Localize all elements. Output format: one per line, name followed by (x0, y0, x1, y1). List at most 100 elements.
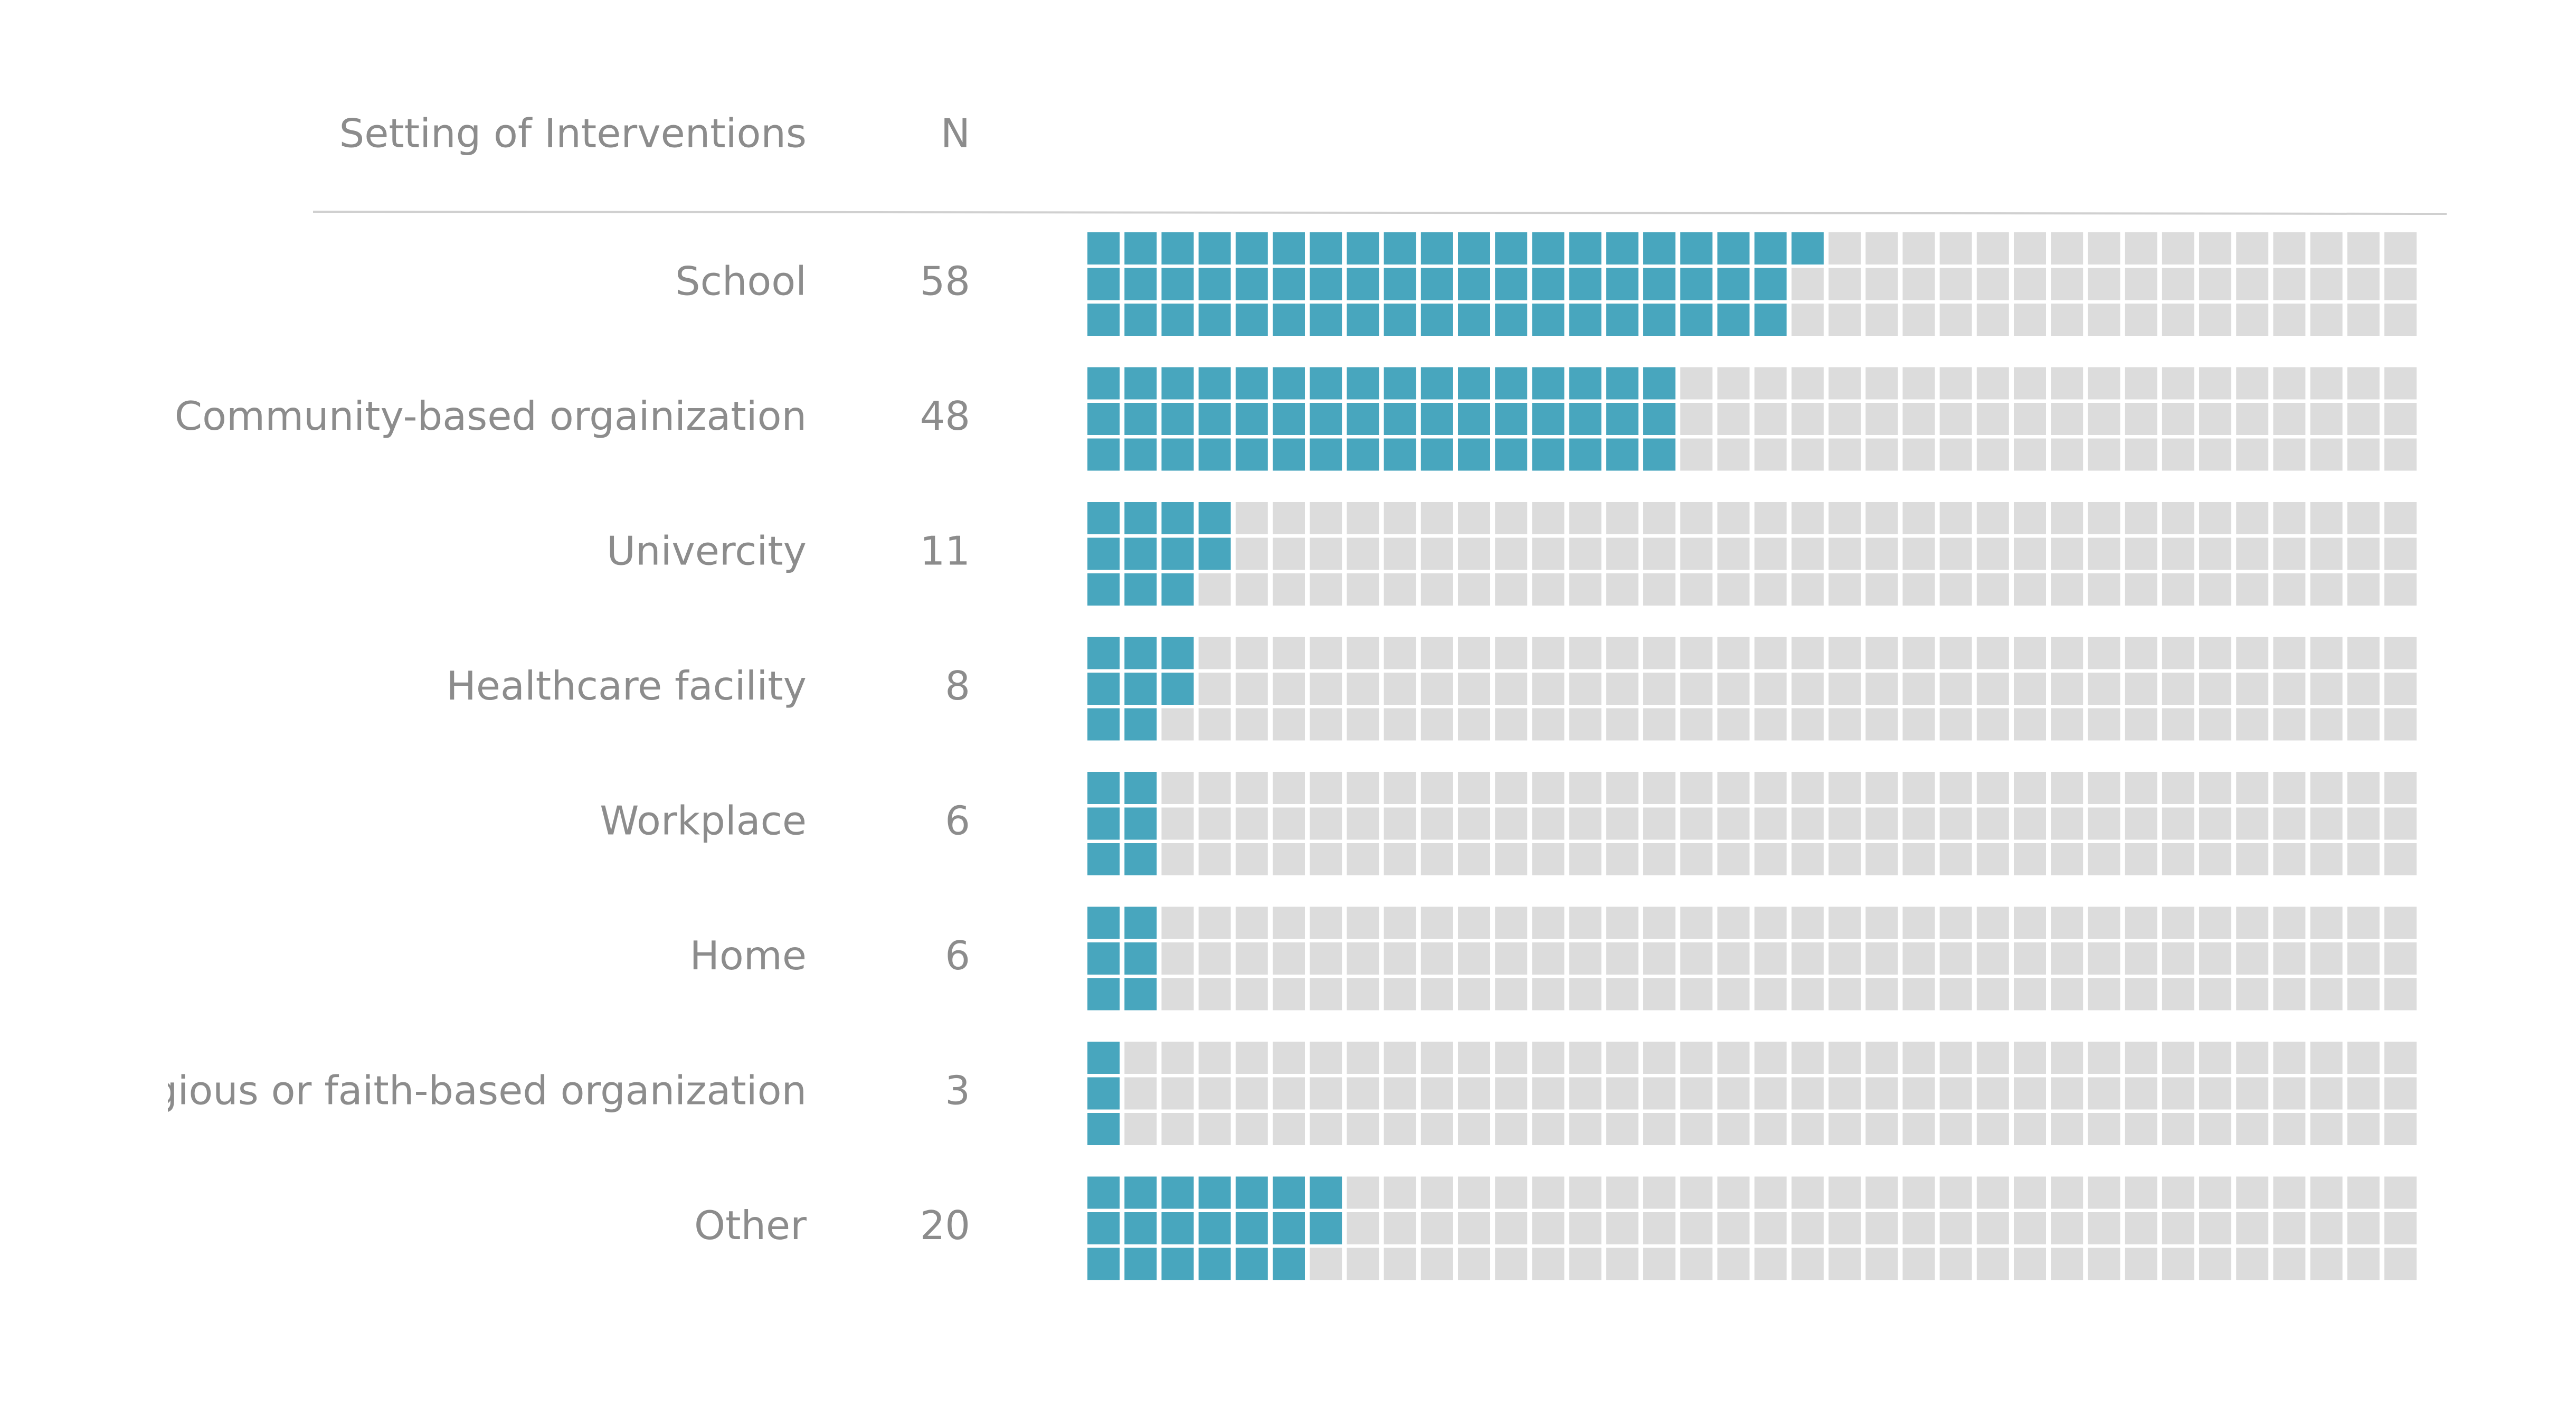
waffle-cell-filled (1124, 232, 1157, 265)
waffle-cell-empty (1569, 807, 1602, 840)
waffle-cell-filled (1569, 438, 1602, 471)
waffle-cell-filled (1643, 232, 1675, 265)
waffle-cell-empty (1198, 637, 1231, 669)
waffle-cell-empty (2088, 1113, 2120, 1145)
waffle-cell-empty (1754, 403, 1787, 435)
waffle-cell-empty (2162, 1077, 2194, 1110)
waffle-cell-empty (1829, 232, 1861, 265)
waffle-cell-empty (2051, 403, 2083, 435)
waffle-cell-empty (2384, 268, 2417, 300)
waffle-cell-empty (1976, 1248, 2009, 1280)
waffle-cell-empty (2162, 772, 2194, 804)
waffle-cell-empty (1791, 772, 1824, 804)
waffle-cell-empty (2236, 708, 2269, 741)
waffle-cell-filled (1087, 1113, 1120, 1145)
waffle-cell-filled (1087, 403, 1120, 435)
waffle-cell-empty (2014, 978, 2046, 1011)
waffle-cell-empty (1458, 843, 1490, 875)
waffle-cell-empty (1347, 537, 1379, 570)
waffle-cell-empty (1420, 942, 1453, 975)
waffle-cell-empty (2236, 438, 2269, 471)
waffle-cell-empty (2347, 1113, 2380, 1145)
waffle-cell-filled (1458, 268, 1490, 300)
waffle-cell-empty (2051, 708, 2083, 741)
waffle-cell-empty (1865, 403, 1898, 435)
waffle-cell-empty (1754, 502, 1787, 534)
waffle-cell-empty (1717, 1176, 1750, 1209)
waffle-cell-filled (1124, 304, 1157, 336)
waffle-cell-empty (1865, 637, 1898, 669)
waffle-cell-empty (1458, 807, 1490, 840)
waffle-cell-empty (1791, 843, 1824, 875)
waffle-cell-empty (1791, 708, 1824, 741)
waffle-cell-empty (2199, 1176, 2231, 1209)
waffle-cell-filled (1161, 1248, 1194, 1280)
waffle-cell-empty (1495, 807, 1528, 840)
waffle-cell-empty (1569, 1113, 1602, 1145)
waffle-cell-filled (1198, 1212, 1231, 1244)
waffle-cell-empty (1569, 1212, 1602, 1244)
waffle-cell-empty (2088, 367, 2120, 400)
waffle-cell-empty (1606, 1113, 1639, 1145)
waffle-cell-empty (2347, 906, 2380, 939)
waffle-cell-empty (2199, 1248, 2231, 1280)
waffle-cell-empty (1384, 978, 1416, 1011)
waffle-cell-filled (1680, 304, 1713, 336)
waffle-cell-empty (1717, 673, 1750, 705)
waffle-cell-empty (2236, 232, 2269, 265)
waffle-cell-empty (1198, 1077, 1231, 1110)
waffle-cell-empty (1643, 843, 1675, 875)
waffle-cell-empty (1976, 942, 2009, 975)
waffle-cell-empty (1235, 1042, 1268, 1074)
waffle-row-group (1087, 906, 2417, 1011)
waffle-cell-empty (2051, 1077, 2083, 1110)
waffle-cell-empty (1754, 807, 1787, 840)
waffle-cell-filled (1754, 304, 1787, 336)
waffle-cell-empty (2051, 1248, 2083, 1280)
waffle-cell-empty (2014, 843, 2046, 875)
waffle-cell-empty (2162, 573, 2194, 606)
count-label: 58 (920, 258, 970, 305)
waffle-cell-filled (1124, 637, 1157, 669)
waffle-cell-empty (2014, 942, 2046, 975)
waffle-cell-empty (2051, 1212, 2083, 1244)
waffle-cell-empty (2162, 637, 2194, 669)
waffle-cell-empty (1791, 502, 1824, 534)
waffle-cell-empty (1124, 1042, 1157, 1074)
waffle-cell-empty (2014, 573, 2046, 606)
waffle-cell-empty (1347, 1077, 1379, 1110)
waffle-cell-empty (1310, 708, 1342, 741)
waffle-cell-empty (1717, 367, 1750, 400)
waffle-cell-empty (1791, 304, 1824, 336)
waffle-cell-empty (1754, 978, 1787, 1011)
waffle-cell-filled (1087, 772, 1120, 804)
waffle-cell-empty (1976, 1212, 2009, 1244)
waffle-cell-empty (2051, 268, 2083, 300)
waffle-cell-empty (1643, 978, 1675, 1011)
waffle-cell-empty (2088, 537, 2120, 570)
waffle-cell-empty (1495, 1042, 1528, 1074)
waffle-cell-empty (1865, 807, 1898, 840)
waffle-cell-filled (1643, 304, 1675, 336)
waffle-cell-filled (1124, 772, 1157, 804)
waffle-cell-empty (2162, 807, 2194, 840)
waffle-cell-empty (1495, 1113, 1528, 1145)
waffle-cell-empty (1569, 1176, 1602, 1209)
waffle-cell-empty (1161, 1113, 1194, 1145)
waffle-cell-empty (1939, 1077, 1972, 1110)
waffle-cell-filled (1458, 438, 1490, 471)
waffle-cell-empty (2014, 537, 2046, 570)
waffle-cell-empty (1865, 367, 1898, 400)
count-label: 11 (920, 528, 970, 574)
waffle-cell-empty (1902, 843, 1935, 875)
waffle-cell-empty (1939, 708, 1972, 741)
waffle-cell-empty (2384, 304, 2417, 336)
waffle-cell-empty (1198, 573, 1231, 606)
waffle-cell-empty (1235, 637, 1268, 669)
header-divider (312, 211, 2447, 215)
category-label: Healthcare facility (446, 663, 807, 709)
waffle-cell-empty (1384, 1077, 1416, 1110)
waffle-cell-empty (2273, 978, 2306, 1011)
waffle-cell-empty (2273, 1077, 2306, 1110)
waffle-cell-filled (1569, 367, 1602, 400)
